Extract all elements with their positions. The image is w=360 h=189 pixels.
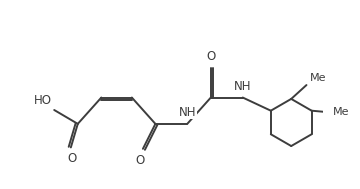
Text: HO: HO (34, 94, 52, 107)
Text: Me: Me (332, 107, 349, 117)
Text: NH: NH (234, 80, 252, 93)
Text: Me: Me (310, 73, 326, 83)
Text: O: O (68, 152, 77, 165)
Text: O: O (207, 50, 216, 64)
Text: O: O (135, 154, 145, 167)
Text: NH: NH (179, 106, 196, 119)
